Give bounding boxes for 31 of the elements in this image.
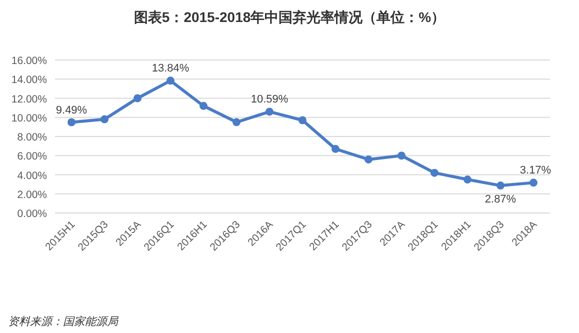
point bbox=[298, 116, 306, 124]
y-tick-label: 6.00% bbox=[17, 150, 47, 163]
point bbox=[398, 152, 406, 160]
y-tick-label: 2.00% bbox=[17, 188, 47, 201]
point bbox=[134, 94, 142, 102]
point bbox=[430, 168, 438, 177]
point bbox=[496, 182, 504, 190]
point bbox=[100, 115, 108, 124]
point bbox=[200, 102, 208, 110]
text: 资料来源：国家能源局 bbox=[8, 315, 119, 328]
y-tick-label: 0.00% bbox=[17, 208, 47, 220]
point bbox=[530, 178, 538, 187]
data-label: 9.49% bbox=[56, 104, 88, 116]
point bbox=[266, 108, 274, 116]
point bbox=[332, 144, 340, 153]
point bbox=[166, 76, 174, 85]
point bbox=[232, 118, 240, 126]
y-tick-label: 8.00% bbox=[17, 132, 47, 144]
y-tick-label: 12.00% bbox=[11, 93, 47, 106]
y-tick-label: 14.00% bbox=[11, 74, 47, 86]
y-tick-label: 16.00% bbox=[11, 55, 47, 67]
y-tick-label: 4.00% bbox=[17, 170, 47, 182]
point bbox=[68, 118, 76, 126]
data-label: 3.17% bbox=[520, 164, 552, 177]
data-label: 2.87% bbox=[484, 194, 516, 206]
data-label: 10.59% bbox=[250, 94, 288, 106]
chart-title: 图表5：2015-2018年中国弃光率情况（单位：%） bbox=[134, 9, 446, 25]
point bbox=[364, 155, 372, 164]
point bbox=[464, 176, 472, 184]
y-tick-label: 10.00% bbox=[11, 112, 47, 124]
data-label: 13.84% bbox=[152, 62, 190, 75]
